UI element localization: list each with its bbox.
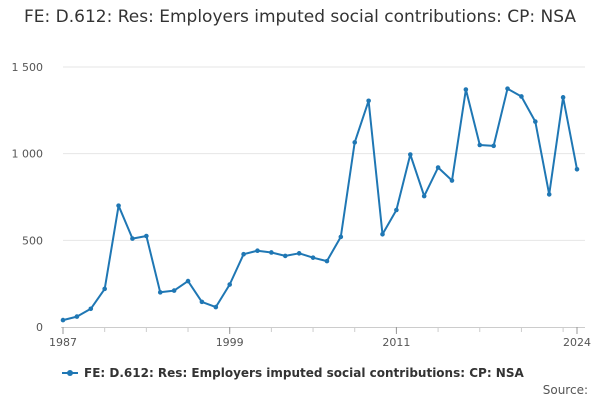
data-point-2008[interactable]: [352, 140, 358, 145]
data-point-2003[interactable]: [282, 253, 288, 259]
data-series[interactable]: [60, 86, 580, 323]
data-point-2017[interactable]: [477, 142, 483, 148]
x-tick-label: 1987: [49, 336, 77, 349]
data-point-2007[interactable]: [338, 234, 344, 240]
series-line[interactable]: [62, 87, 578, 322]
data-point-1987[interactable]: [60, 317, 66, 323]
data-point-2014[interactable]: [435, 165, 441, 170]
data-point-2020[interactable]: [519, 94, 524, 99]
data-point-1995[interactable]: [171, 288, 177, 293]
data-point-2018[interactable]: [491, 143, 496, 149]
data-point-2021[interactable]: [533, 119, 538, 124]
source-label: Source:: [542, 383, 588, 397]
legend-label: FE: D.612: Res: Employers imputed social…: [84, 366, 524, 380]
data-point-1991[interactable]: [116, 203, 121, 208]
legend[interactable]: FE: D.612: Res: Employers imputed social…: [62, 366, 524, 380]
y-tick-label: 500: [22, 234, 43, 247]
data-point-1992[interactable]: [130, 236, 135, 241]
data-point-1988[interactable]: [74, 314, 80, 319]
data-point-2001[interactable]: [255, 248, 260, 254]
data-point-2004[interactable]: [296, 251, 302, 256]
y-tick-label: 0: [36, 321, 43, 334]
x-tick-label: 1999: [216, 336, 244, 349]
data-point-2006[interactable]: [324, 258, 330, 264]
data-point-2010[interactable]: [380, 231, 385, 237]
x-tick-label: 2024: [563, 336, 591, 349]
data-point-1994[interactable]: [157, 290, 163, 295]
data-point-1989[interactable]: [88, 306, 94, 312]
data-point-2011[interactable]: [394, 207, 399, 213]
chart-title: FE: D.612: Res: Employers imputed social…: [24, 7, 576, 27]
data-point-2022[interactable]: [546, 192, 552, 197]
y-tick-label: 1 000: [12, 148, 44, 161]
data-point-2015[interactable]: [449, 178, 455, 183]
data-point-1997[interactable]: [199, 299, 205, 305]
data-point-2009[interactable]: [366, 98, 371, 104]
data-point-2002[interactable]: [269, 250, 274, 255]
x-tick-label: 2011: [382, 336, 410, 349]
data-point-2005[interactable]: [310, 255, 316, 260]
y-tick-label: 1 500: [12, 61, 44, 74]
data-point-1999[interactable]: [227, 282, 233, 287]
y-axis: 0 500 1 000 1 500: [12, 61, 44, 334]
data-point-1993[interactable]: [144, 233, 149, 239]
data-point-2016[interactable]: [463, 87, 469, 92]
gridlines: [63, 66, 585, 241]
legend-swatch-icon: [62, 367, 78, 379]
data-point-2024[interactable]: [574, 166, 580, 172]
data-point-2013[interactable]: [421, 193, 427, 199]
data-point-2019[interactable]: [505, 86, 510, 91]
data-point-2023[interactable]: [560, 95, 566, 100]
data-point-1998[interactable]: [213, 304, 219, 310]
x-axis: 1987 1999 2011 2024: [49, 327, 591, 349]
data-point-2000[interactable]: [241, 251, 246, 257]
data-point-2012[interactable]: [407, 152, 413, 157]
data-point-1996[interactable]: [185, 278, 191, 284]
data-point-1990[interactable]: [102, 286, 107, 292]
